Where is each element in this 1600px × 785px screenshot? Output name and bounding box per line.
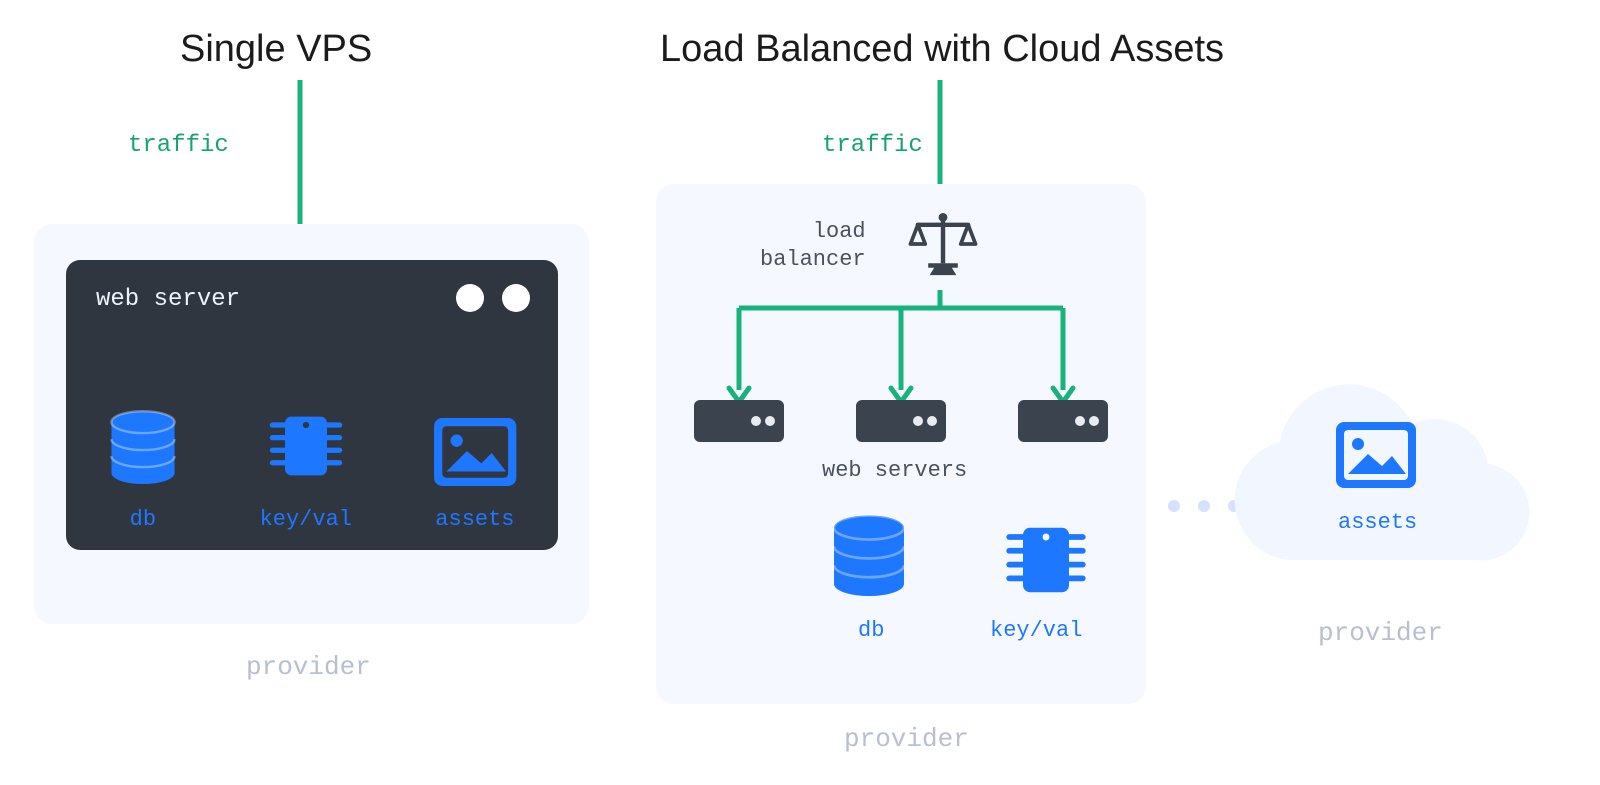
- lb-fork-arrows: [719, 290, 1083, 411]
- left-kv-icon: [264, 404, 348, 493]
- mini-server-1: [694, 400, 784, 447]
- left-server-box: web server db ke: [66, 260, 558, 550]
- webservers-label: web servers: [822, 458, 967, 483]
- cloud-assets-icon: [1334, 420, 1418, 495]
- server-dot-2: [502, 284, 530, 312]
- right-db-label: db: [858, 618, 884, 643]
- lb-label: loadbalancer: [760, 218, 866, 273]
- left-db: db: [106, 410, 180, 532]
- dot-trail-1: [1168, 500, 1180, 512]
- right-provider-label: provider: [844, 724, 969, 754]
- right-kv-icon: [1000, 514, 1092, 611]
- left-kv-label: key/val: [260, 507, 352, 532]
- cloud-provider-label: provider: [1318, 618, 1443, 648]
- left-db-label: db: [130, 507, 156, 532]
- dot-trail-2: [1198, 500, 1210, 512]
- left-assets-label: assets: [435, 507, 514, 532]
- left-items-row: db key/val assets: [66, 350, 558, 532]
- left-kv: key/val: [260, 404, 352, 532]
- mini-server-2: [856, 400, 946, 447]
- left-title: Single VPS: [180, 28, 372, 71]
- left-assets-icon: [432, 416, 518, 493]
- right-kv-label: key/val: [990, 618, 1082, 643]
- server-dot-1: [456, 284, 484, 312]
- cloud-assets-label: assets: [1338, 510, 1417, 535]
- right-db-icon: [828, 514, 910, 605]
- left-traffic-label: traffic: [128, 132, 229, 159]
- lb-label-line1: load: [760, 218, 866, 246]
- left-assets: assets: [432, 416, 518, 532]
- mini-server-3: [1018, 400, 1108, 447]
- scale-icon: [906, 210, 980, 282]
- right-title: Load Balanced with Cloud Assets: [660, 28, 1224, 71]
- left-server-label: web server: [96, 286, 240, 313]
- right-traffic-label: traffic: [822, 132, 923, 159]
- left-provider-label: provider: [246, 652, 371, 682]
- left-db-icon: [106, 410, 180, 493]
- lb-label-line2: balancer: [760, 246, 866, 274]
